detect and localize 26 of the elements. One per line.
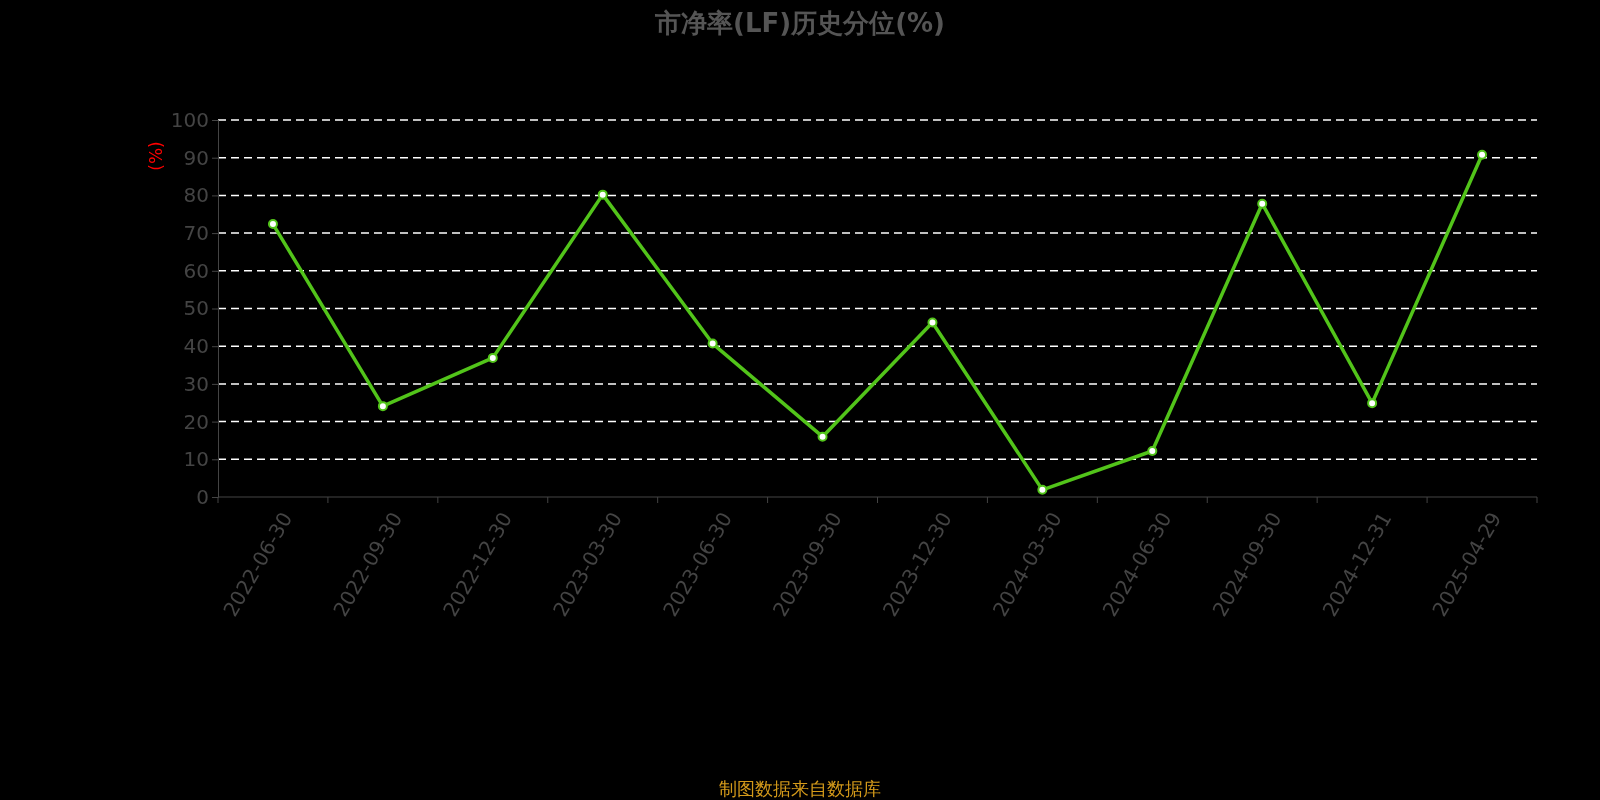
y-tick-label: 80 bbox=[183, 183, 209, 208]
point bbox=[267, 219, 278, 230]
point bbox=[377, 401, 388, 412]
y-tick-label: 30 bbox=[183, 371, 209, 396]
y-tick-label: 60 bbox=[183, 258, 209, 283]
point bbox=[487, 352, 498, 363]
chart-title: 市净率(LF)历史分位(%) bbox=[654, 8, 945, 38]
y-tick-label: 0 bbox=[196, 484, 209, 509]
y-tick-label: 20 bbox=[183, 409, 209, 434]
point bbox=[597, 189, 608, 200]
point bbox=[1147, 446, 1158, 457]
point bbox=[1037, 484, 1048, 495]
y-tick-label: 40 bbox=[183, 334, 209, 359]
y-tick-label: 100 bbox=[170, 107, 209, 132]
point bbox=[1477, 149, 1488, 160]
y-tick-label: 90 bbox=[183, 145, 209, 170]
point bbox=[817, 431, 828, 442]
point bbox=[927, 317, 938, 328]
y-tick-label: 70 bbox=[183, 221, 209, 245]
point bbox=[1257, 198, 1268, 209]
y-tick-label: 50 bbox=[183, 296, 209, 321]
text: 制图数据来自数据库 bbox=[719, 778, 881, 799]
y-tick-label: 10 bbox=[183, 447, 209, 472]
point bbox=[707, 338, 718, 349]
point bbox=[1367, 398, 1378, 409]
y-axis-title: (%) bbox=[146, 141, 166, 171]
